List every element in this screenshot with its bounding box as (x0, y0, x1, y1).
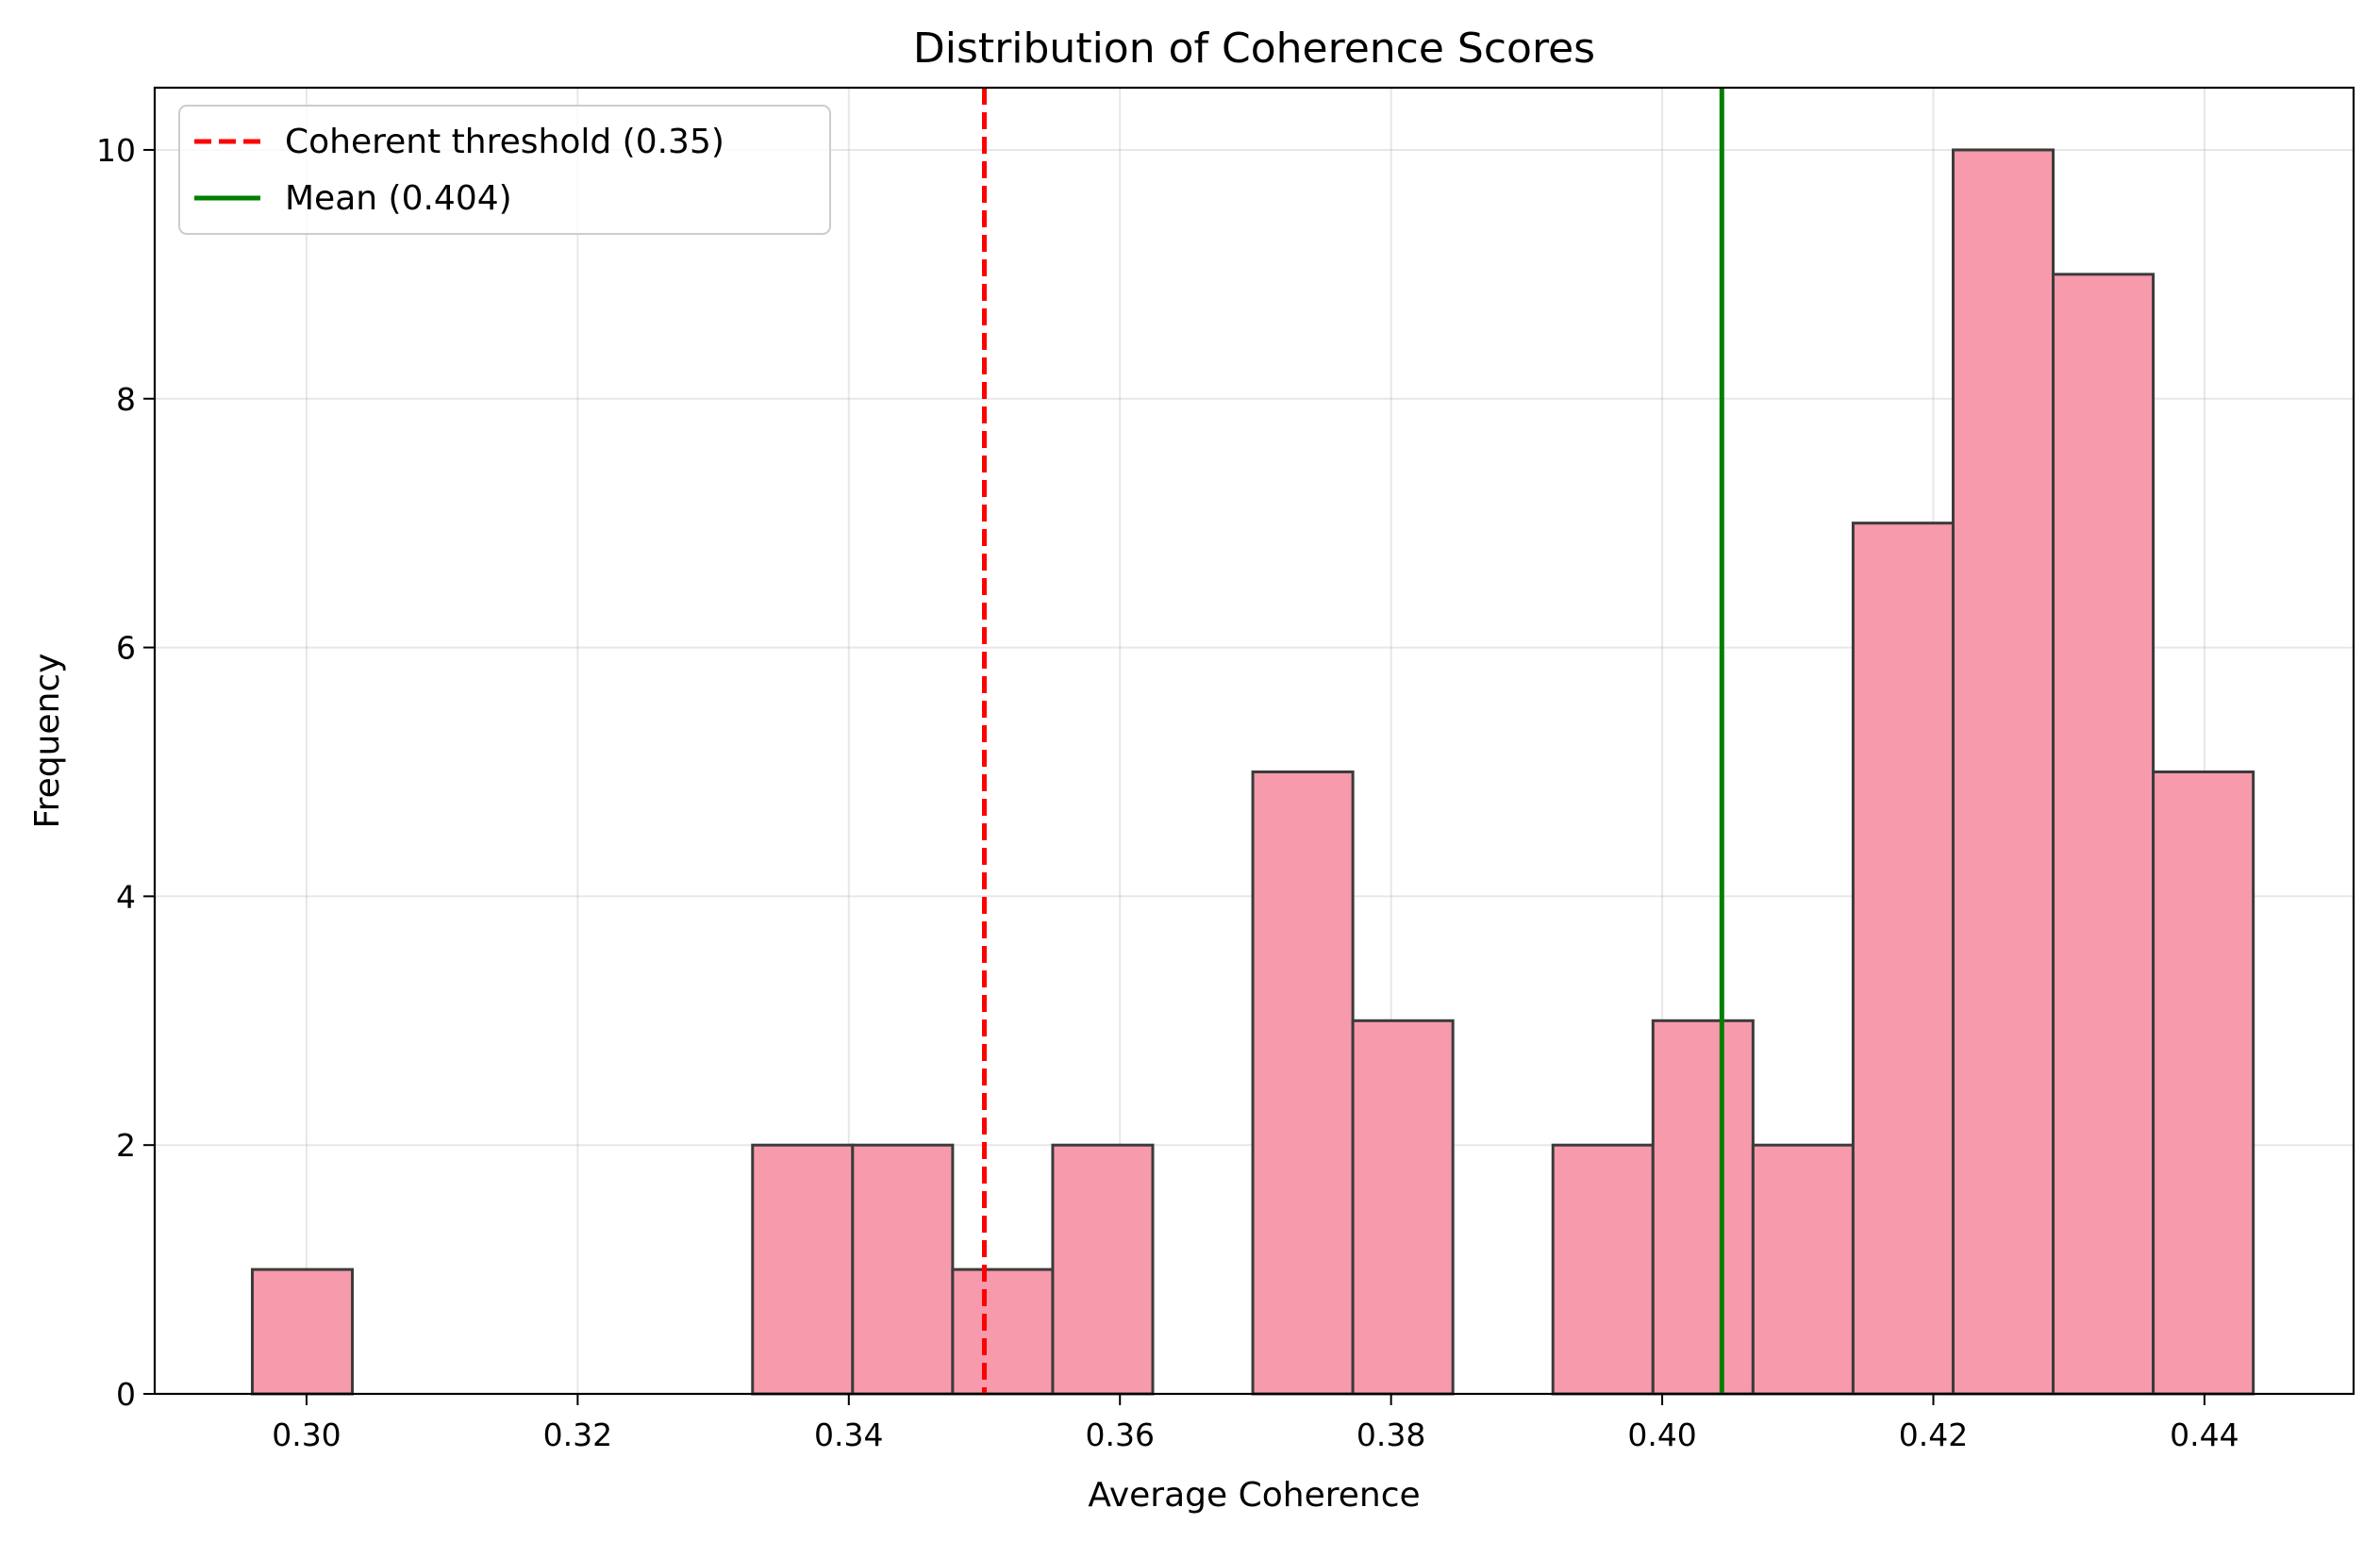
plot-frame (153, 86, 2355, 1396)
histogram-bar-14 (1651, 1019, 1755, 1396)
histogram-bar-0 (250, 1268, 355, 1396)
histogram-bar-5 (751, 1143, 855, 1396)
legend: Coherent threshold (0.35) Mean (0.404) (178, 105, 831, 235)
histogram-bar-7 (951, 1268, 1055, 1396)
y-axis-ticks: 0 2 4 6 8 10 (96, 132, 155, 1413)
x-axis-label: Average Coherence (1088, 1476, 1420, 1515)
x-axis-ticks: 0.30 0.32 0.34 0.36 0.38 0.40 0.42 0.44 (272, 1394, 2239, 1453)
histogram-bar-17 (1951, 148, 2055, 1396)
histogram-bar-15 (1751, 1143, 1855, 1396)
y-tick-label-0: 0 (116, 1376, 136, 1413)
x-tick-label-5: 0.40 (1627, 1417, 1696, 1453)
histogram-bar-18 (2052, 273, 2155, 1396)
reference-lines (982, 88, 1724, 1394)
x-tick-label-3: 0.36 (1085, 1417, 1154, 1453)
x-tick-label-0: 0.30 (272, 1417, 341, 1453)
y-tick-label-4: 8 (116, 381, 136, 418)
y-tick-label-5: 10 (96, 132, 136, 169)
chart-title: Distribution of Coherence Scores (913, 25, 1595, 73)
histogram-bar-16 (1851, 522, 1955, 1396)
histogram-bar-11 (1351, 1019, 1455, 1396)
histogram-bar-6 (851, 1143, 955, 1396)
y-tick-label-3: 6 (116, 630, 136, 667)
y-axis-label: Frequency (28, 654, 67, 829)
histogram-bar-13 (1551, 1143, 1655, 1396)
histogram-bars (250, 148, 2255, 1396)
x-tick-label-2: 0.34 (814, 1417, 883, 1453)
histogram-bar-8 (1051, 1143, 1155, 1396)
x-tick-label-6: 0.42 (1899, 1417, 1968, 1453)
x-tick-label-7: 0.44 (2170, 1417, 2239, 1453)
y-tick-label-1: 2 (116, 1127, 136, 1164)
x-tick-label-4: 0.38 (1356, 1417, 1425, 1453)
legend-label-0: Coherent threshold (0.35) (285, 123, 724, 161)
histogram-bar-19 (2152, 770, 2255, 1396)
histogram-bar-10 (1251, 770, 1355, 1396)
legend-box (178, 105, 831, 235)
x-tick-label-1: 0.32 (543, 1417, 612, 1453)
legend-label-1: Mean (0.404) (285, 179, 512, 218)
y-tick-label-2: 4 (116, 878, 136, 915)
